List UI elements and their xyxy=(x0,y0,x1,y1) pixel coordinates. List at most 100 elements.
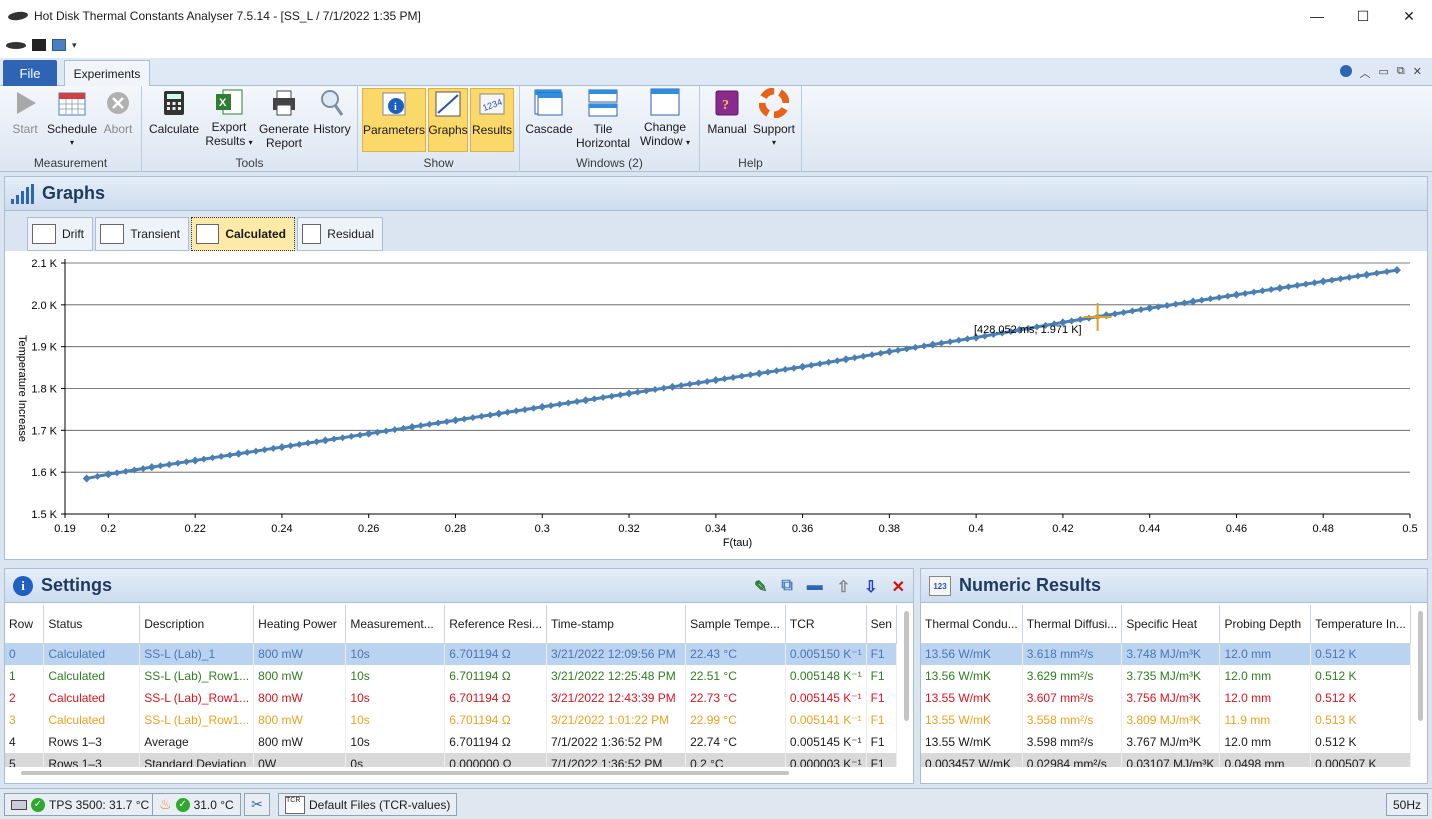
schedule-button[interactable]: Schedule ▾ xyxy=(44,88,100,150)
settings-cell: 10s xyxy=(345,643,446,665)
doc-restore-icon[interactable]: ⧉ xyxy=(1396,65,1405,77)
data-point-marker xyxy=(156,462,164,470)
tab-residual[interactable]: Residual xyxy=(297,217,383,251)
instrument-status[interactable]: ✓ TPS 3500: 31.7 °C xyxy=(4,793,157,816)
numeric-cell: 3.809 MJ/m³K xyxy=(1121,709,1221,731)
data-point-marker xyxy=(478,412,486,420)
settings-column-header[interactable]: Heating Power xyxy=(253,605,347,644)
cascade-icon xyxy=(534,88,564,118)
settings-vertical-scrollbar[interactable] xyxy=(904,611,909,721)
minimize-button[interactable]: — xyxy=(1310,8,1324,24)
numeric-column-header[interactable]: Thermal Condu... xyxy=(921,605,1023,644)
close-button[interactable]: ✕ xyxy=(1403,7,1415,24)
app-menu-icon[interactable] xyxy=(6,41,26,49)
settings-row[interactable]: 5 Rows 1–3 Standard Deviation 0W 0s 0.000000 … xyxy=(5,753,897,767)
numeric-row[interactable]: 13.56 W/mK 3.629 mm²/s 3.735 MJ/m³K 12.0 mm… xyxy=(921,665,1411,687)
settings-column-header[interactable]: Measurement... xyxy=(345,605,446,644)
data-point xyxy=(147,463,156,472)
numeric-column-header[interactable]: Specific Heat xyxy=(1121,605,1221,644)
settings-row[interactable]: 1 Calculated SS-L (Lab)_Row1... 800 mW 10s 6.… xyxy=(5,665,897,687)
start-button[interactable]: Start xyxy=(8,88,42,150)
copy-icon[interactable]: ⧉ xyxy=(781,577,793,594)
graphs-button[interactable]: Graphs xyxy=(428,88,468,152)
settings-column-header[interactable]: TCR xyxy=(785,605,867,644)
support-button[interactable]: Support ▾ xyxy=(750,88,798,150)
tab-experiments[interactable]: Experiments xyxy=(64,60,150,87)
collapse-ribbon-icon[interactable]: ︿ xyxy=(1359,68,1371,80)
data-point-marker xyxy=(1337,275,1345,283)
cascade-label: Cascade xyxy=(525,122,573,136)
settings-column-header[interactable]: Sample Tempe... xyxy=(685,605,786,644)
tab-transient[interactable]: Transient xyxy=(95,217,189,251)
data-point-marker xyxy=(703,377,711,385)
open-folder-icon[interactable] xyxy=(52,39,66,51)
history-button[interactable]: History xyxy=(310,88,354,150)
folder-icon[interactable]: ▬ xyxy=(806,577,823,594)
tab-calculated[interactable]: Calculated xyxy=(191,217,295,251)
help-icon[interactable] xyxy=(1339,65,1352,77)
doc-close-icon[interactable]: ✕ xyxy=(1412,66,1422,78)
calculate-button[interactable]: Calculate xyxy=(146,88,202,150)
numeric-column-header[interactable]: Probing Depth xyxy=(1219,605,1312,644)
save-icon[interactable] xyxy=(32,39,46,51)
settings-column-header[interactable]: Reference Resi... xyxy=(444,605,547,644)
numeric-column-header[interactable]: Temperature In... xyxy=(1310,605,1411,644)
tools-status-button[interactable]: ✂ xyxy=(244,793,270,816)
numeric-row[interactable]: 13.55 W/mK 3.598 mm²/s 3.767 MJ/m³K 12.0 mm… xyxy=(921,731,1411,753)
generate-report-button[interactable]: Generate Report xyxy=(256,88,312,150)
settings-column-header[interactable]: Time-stamp xyxy=(546,605,687,644)
numeric-row[interactable]: 13.55 W/mK 3.607 mm²/s 3.756 MJ/m³K 12.0 mm… xyxy=(921,687,1411,709)
cascade-button[interactable]: Cascade xyxy=(524,88,574,150)
temperature-status[interactable]: ♨ ✓ 31.0 °C xyxy=(152,793,241,816)
settings-cell: 10s xyxy=(345,665,446,687)
change-window-button[interactable]: Change Window ▾ xyxy=(634,88,696,150)
settings-row[interactable]: 4 Rows 1–3 Average 800 mW 10s 6.701194 Ω 7/1/2… xyxy=(5,731,897,753)
tab-drift[interactable]: Drift xyxy=(27,217,93,251)
data-point-marker xyxy=(261,446,269,454)
settings-column-header[interactable]: Row xyxy=(5,605,45,644)
numeric-column-header[interactable]: Thermal Diffusi... xyxy=(1022,605,1123,644)
move-down-icon[interactable]: ⇩ xyxy=(864,579,878,596)
data-point-marker xyxy=(165,460,173,468)
data-point-marker xyxy=(512,407,520,415)
settings-row[interactable]: 0 Calculated SS-L (Lab)_1 800 mW 10s 6.701194… xyxy=(5,643,897,665)
data-point-marker xyxy=(564,399,572,407)
delete-icon[interactable]: ✕ xyxy=(891,579,905,596)
settings-column-header[interactable]: Description xyxy=(139,605,255,644)
data-point-marker xyxy=(217,452,225,460)
x-tick-label: 0.42 xyxy=(1052,523,1073,535)
numeric-cell: 11.9 mm xyxy=(1219,709,1312,731)
customize-toolbar-icon[interactable]: ▾ xyxy=(72,39,77,50)
abort-button[interactable]: Abort xyxy=(100,88,136,150)
tab-file[interactable]: File xyxy=(3,60,57,86)
settings-horizontal-scrollbar[interactable] xyxy=(21,771,789,775)
numeric-vertical-scrollbar[interactable] xyxy=(1418,611,1423,721)
tile-horizontal-button[interactable]: Tile Horizontal xyxy=(574,88,632,150)
data-point-marker xyxy=(1120,308,1128,316)
edit-icon[interactable]: ✎ xyxy=(753,579,768,596)
maximize-button[interactable]: ☐ xyxy=(1356,7,1370,24)
settings-row[interactable]: 2 Calculated SS-L (Lab)_Row1... 800 mW 10s 6.… xyxy=(5,687,897,709)
numeric-table-container: Thermal Condu... Thermal Diffusi... Specif… xyxy=(921,605,1411,767)
manual-button[interactable]: ? Manual xyxy=(704,88,750,150)
calculated-chart[interactable]: 1.5 K 1.6 K 1.7 K 1.8 K 1.9 K 2.0 K 2.1 K 0.19 0… xyxy=(5,251,1427,559)
numeric-row[interactable]: 13.56 W/mK 3.618 mm²/s 3.748 MJ/m³K 12.0 mm… xyxy=(921,643,1411,665)
move-up-icon[interactable]: ⇧ xyxy=(836,579,851,596)
instrument-icon xyxy=(11,799,27,810)
export-results-button[interactable]: X Export Results ▾ xyxy=(204,88,254,150)
data-point-marker xyxy=(252,447,260,455)
numeric-cell: 0.000507 K xyxy=(1310,753,1411,767)
results-button[interactable]: 1234 Results xyxy=(470,88,514,152)
tcr-status[interactable]: TCR Default Files (TCR-values) xyxy=(278,793,458,816)
settings-column-header[interactable]: Sen xyxy=(866,605,897,644)
parameters-button[interactable]: i Parameters xyxy=(362,88,426,152)
x-tick-label: 0.5 xyxy=(1402,523,1417,535)
settings-cell: Calculated xyxy=(43,665,141,687)
numeric-row[interactable]: 0.003457 W/mK 0.02984 mm²/s 0.03107 MJ/m³K… xyxy=(921,753,1411,767)
settings-column-header[interactable]: Status xyxy=(43,605,141,644)
data-point-marker xyxy=(1285,283,1293,291)
settings-row[interactable]: 3 Calculated SS-L (Lab)_Row1... 800 mW 10s 6.… xyxy=(5,709,897,731)
numeric-row[interactable]: 13.55 W/mK 3.558 mm²/s 3.809 MJ/m³K 11.9 mm… xyxy=(921,709,1411,731)
doc-minimize-icon[interactable]: ▭ xyxy=(1378,66,1389,78)
numeric-cell: 0.003457 W/mK xyxy=(921,753,1023,767)
